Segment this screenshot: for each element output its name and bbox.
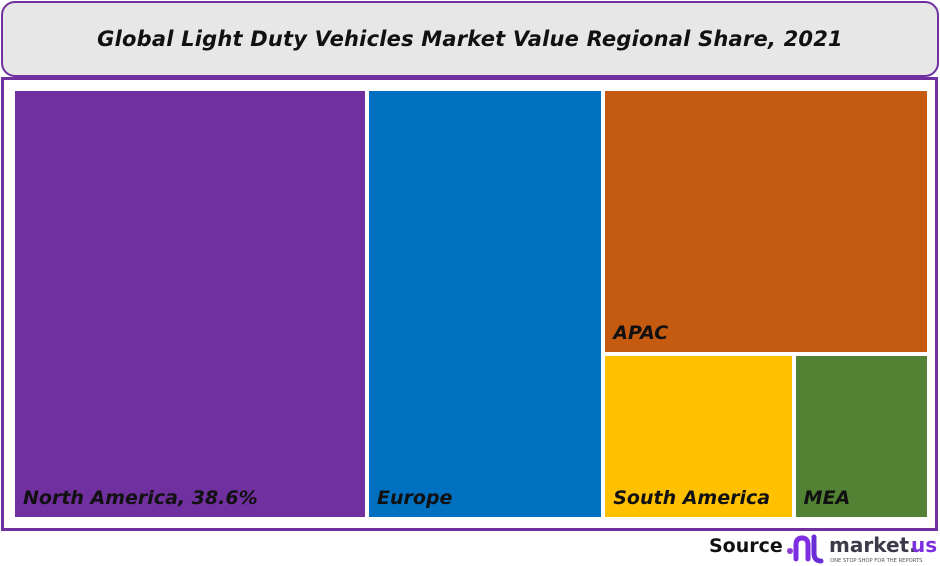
source-label: Source (709, 535, 783, 557)
treemap-chart: North America, 38.6% Europe APAC South Amer… (1, 77, 938, 531)
tile-label-europe: Europe (377, 487, 453, 509)
svg-text:us: us (911, 533, 937, 557)
tile-label-south-america: South America (613, 486, 771, 509)
tile-europe: Europe (369, 91, 602, 517)
tile-label-mea: MEA (803, 486, 851, 509)
market-us-logo: market. us ONE STOP SHOP FOR THE REPORTS (787, 533, 937, 564)
treemap-area: North America, 38.6% Europe APAC South Amer… (15, 91, 927, 517)
svg-text:market.: market. (829, 533, 917, 557)
tile-apac: APAC (605, 91, 927, 352)
tile-label-apac: APAC (613, 321, 669, 344)
tile-north-america: North America, 38.6% (15, 91, 366, 517)
tile-mea: MEA (795, 355, 927, 517)
tile-label-north-america: North America, 38.6% (23, 487, 258, 509)
title-box: Global Light Duty Vehicles Market Value … (1, 1, 939, 77)
tile-south-america: South America (605, 355, 792, 517)
svg-text:ONE STOP SHOP FOR THE REPORTS: ONE STOP SHOP FOR THE REPORTS (830, 558, 922, 564)
chart-title: Global Light Duty Vehicles Market Value … (97, 27, 843, 51)
